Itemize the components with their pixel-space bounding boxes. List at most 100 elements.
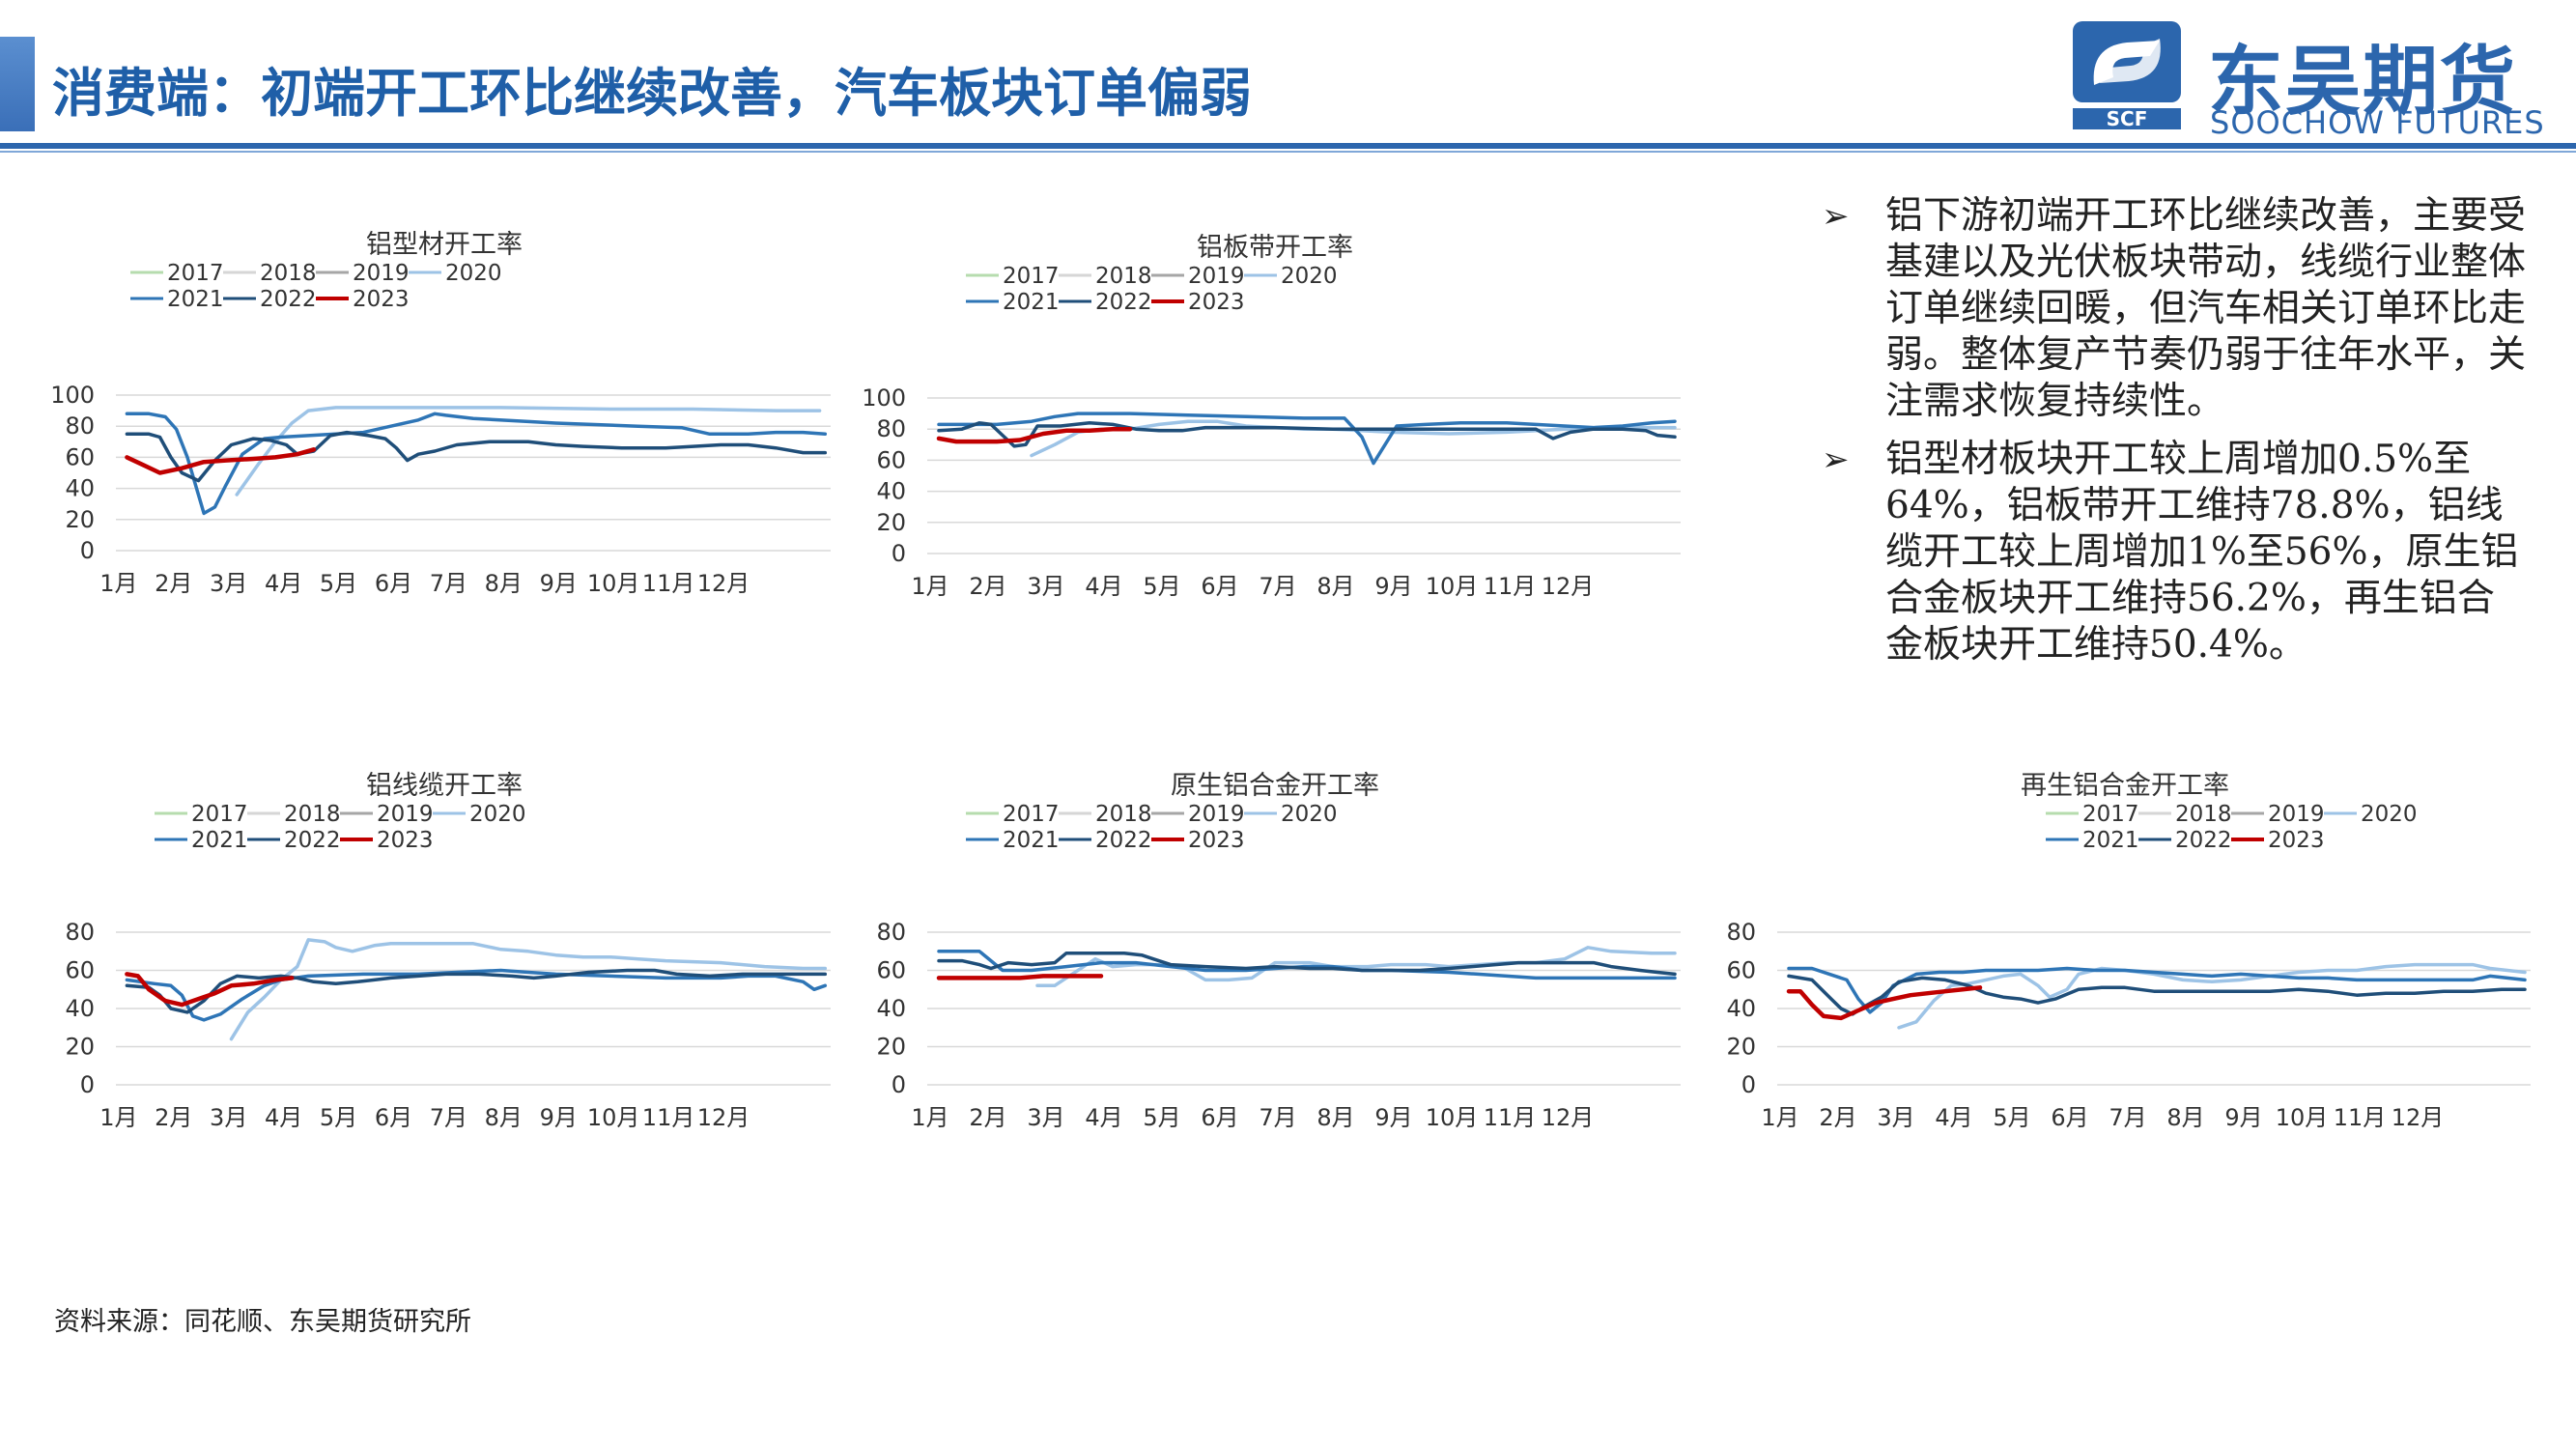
- x-tick-label: 12月: [1542, 1104, 1595, 1131]
- legend-entry-2019: 2019: [340, 802, 434, 827]
- legend-entry-2023: 2023: [340, 828, 434, 853]
- svg-text:2019: 2019: [2268, 802, 2325, 827]
- title-accent-bar: [0, 37, 35, 131]
- svg-text:2019: 2019: [1188, 264, 1245, 289]
- svg-text:2018: 2018: [1095, 802, 1152, 827]
- series-line-2023: [125, 972, 295, 1008]
- x-tick-label: 6月: [1201, 1104, 1238, 1131]
- logo-english-name: SOOCHOW FUTURES: [2210, 104, 2545, 141]
- chart-primary-alloy: 原生铝合金开工率 2017 2018 2019 2020 2021 2022 2023 0 20…: [850, 758, 1700, 1261]
- x-tick-label: 2月: [969, 1104, 1006, 1131]
- y-tick-label: 20: [65, 506, 95, 533]
- svg-text:2020: 2020: [469, 802, 526, 827]
- header-divider: [0, 143, 2576, 149]
- legend-entry-2019: 2019: [1151, 802, 1245, 827]
- legend-entry-2019: 2019: [316, 261, 410, 286]
- x-tick-label: 8月: [485, 570, 523, 597]
- x-tick-label: 7月: [1259, 1104, 1296, 1131]
- legend-entry-2021: 2021: [966, 290, 1060, 315]
- x-tick-label: 8月: [1316, 1104, 1354, 1131]
- series-line-2021: [937, 950, 1677, 980]
- legend-entry-2018: 2018: [1059, 264, 1152, 289]
- x-tick-label: 3月: [210, 1104, 247, 1131]
- chart-title: 铝型材开工率: [366, 230, 523, 260]
- header-divider-thin: [0, 151, 2576, 153]
- logo-mark-icon: SCF: [2073, 21, 2181, 130]
- svg-text:2022: 2022: [2175, 828, 2232, 853]
- legend-entry-2022: 2022: [247, 828, 341, 853]
- svg-text:2017: 2017: [2082, 802, 2139, 827]
- y-tick-label: 40: [876, 995, 906, 1022]
- y-tick-label: 80: [65, 412, 95, 440]
- chart-recycled-alloy: 再生铝合金开工率 2017 2018 2019 2020 2021 2022 2023 0 20…: [1700, 758, 2550, 1261]
- x-tick-label: 5月: [1143, 1104, 1180, 1131]
- svg-text:2020: 2020: [1281, 802, 1338, 827]
- x-tick-label: 5月: [320, 1104, 357, 1131]
- series-line-2023: [125, 447, 317, 475]
- y-tick-label: 60: [1726, 957, 1756, 984]
- x-tick-label: 8月: [485, 1104, 523, 1131]
- x-tick-label: 3月: [210, 570, 247, 597]
- chart-svg: 2017 2018 2019 2020 2021 2022 2023 0 20 40 60 80 100…: [862, 264, 1681, 600]
- bullet-text: 铝型材板块开工较上周增加0.5%至64%，铝板带开工维持78.8%，铝线缆开工较…: [1885, 438, 2519, 667]
- x-tick-label: 9月: [540, 570, 578, 597]
- svg-text:2018: 2018: [284, 802, 341, 827]
- y-tick-label: 60: [65, 443, 95, 470]
- y-tick-label: 40: [876, 478, 906, 505]
- series-line-2022: [937, 951, 1677, 977]
- svg-text:2021: 2021: [2082, 828, 2139, 853]
- x-tick-label: 12月: [2392, 1104, 2445, 1131]
- y-tick-label: 100: [50, 382, 95, 409]
- svg-text:2020: 2020: [445, 261, 502, 286]
- x-tick-label: 3月: [1877, 1104, 1914, 1131]
- svg-text:2019: 2019: [377, 802, 434, 827]
- x-tick-label: 1月: [911, 1104, 948, 1131]
- x-tick-label: 4月: [1935, 1104, 1972, 1131]
- bullet-text: 铝下游初端开工环比继续改善，主要受基建以及光伏板块带动，线缆行业整体订单继续回暖…: [1885, 194, 2527, 423]
- x-tick-label: 2月: [155, 570, 192, 597]
- series-line-2021: [937, 412, 1677, 466]
- svg-text:2017: 2017: [1003, 802, 1060, 827]
- x-tick-label: 7月: [430, 1104, 467, 1131]
- x-tick-label: 1月: [99, 1104, 137, 1131]
- svg-text:2023: 2023: [2268, 828, 2325, 853]
- x-tick-label: 2月: [1819, 1104, 1856, 1131]
- x-tick-label: 10月: [1426, 1104, 1479, 1131]
- x-tick-label: 7月: [1259, 573, 1296, 600]
- svg-text:2018: 2018: [2175, 802, 2232, 827]
- series-line-2023: [1786, 985, 1983, 1021]
- svg-text:2017: 2017: [191, 802, 248, 827]
- chart-svg: 2017 2018 2019 2020 2021 2022 2023 0 20 40 60 80 1月 2…: [1726, 802, 2531, 1131]
- legend-entry-2018: 2018: [247, 802, 341, 827]
- svg-text:2017: 2017: [1003, 264, 1060, 289]
- x-tick-label: 10月: [2276, 1104, 2329, 1131]
- series-line-2020: [1897, 962, 2527, 1030]
- legend-entry-2023: 2023: [1151, 290, 1245, 315]
- legend-entry-2018: 2018: [223, 261, 317, 286]
- chart-svg: 2017 2018 2019 2020 2021 2022 2023 0 20 40 60 80 100…: [50, 261, 831, 597]
- y-tick-label: 80: [65, 919, 95, 946]
- x-tick-label: 10月: [1426, 573, 1479, 600]
- svg-text:2021: 2021: [191, 828, 248, 853]
- legend-entry-2020: 2020: [433, 802, 526, 827]
- source-note: 资料来源：同花顺、东吴期货研究所: [54, 1307, 471, 1337]
- legend-entry-2021: 2021: [130, 287, 224, 312]
- legend-entry-2022: 2022: [1059, 290, 1152, 315]
- series-line-2023: [936, 974, 1104, 980]
- summary-bullets: ➢ 铝下游初端开工环比继续改善，主要受基建以及光伏板块带动，线缆行业整体订单继续…: [1816, 193, 2531, 680]
- legend-entry-2020: 2020: [1244, 264, 1338, 289]
- x-tick-label: 11月: [642, 1104, 695, 1131]
- chart-title: 再生铝合金开工率: [2021, 771, 2229, 801]
- legend-entry-2023: 2023: [2231, 828, 2325, 853]
- legend-entry-2019: 2019: [1151, 264, 1245, 289]
- y-tick-label: 80: [876, 919, 906, 946]
- legend-entry-2021: 2021: [2046, 828, 2139, 853]
- svg-text:2021: 2021: [167, 287, 224, 312]
- x-tick-label: 7月: [2109, 1104, 2146, 1131]
- y-tick-label: 40: [65, 995, 95, 1022]
- x-tick-label: 6月: [375, 570, 412, 597]
- y-tick-label: 0: [892, 1071, 906, 1098]
- series-line-2020: [229, 938, 828, 1041]
- svg-text:2023: 2023: [377, 828, 434, 853]
- svg-text:2023: 2023: [353, 287, 410, 312]
